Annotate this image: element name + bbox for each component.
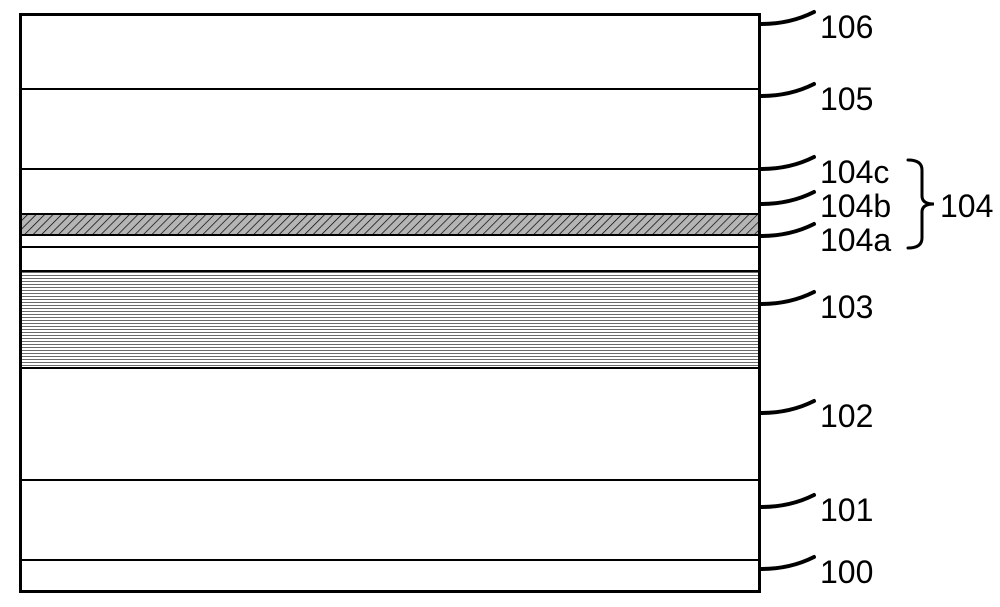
layer-101 <box>22 480 758 560</box>
layer-103 <box>22 271 758 368</box>
lead-104b <box>761 192 814 204</box>
layer-104a <box>22 235 758 247</box>
layer-104c <box>22 169 758 214</box>
label-104c: 104c <box>820 156 889 188</box>
label-100: 100 <box>820 556 873 588</box>
layer-104b <box>22 214 758 235</box>
lead-105 <box>761 84 814 96</box>
layer-gap1 <box>22 247 758 271</box>
lead-101 <box>761 495 814 507</box>
lead-100 <box>761 557 814 569</box>
layer-105 <box>22 89 758 169</box>
lead-106 <box>761 12 814 24</box>
lead-103 <box>761 292 814 304</box>
label-105: 105 <box>820 83 873 115</box>
lead-102 <box>761 401 814 413</box>
layer-106 <box>22 16 758 89</box>
label-104a: 104a <box>820 224 891 256</box>
label-group-104: 104 <box>940 190 993 222</box>
layer-100 <box>22 560 758 590</box>
brace-104 <box>908 160 934 248</box>
label-106: 106 <box>820 11 873 43</box>
figure-canvas: 106 105 104c104b104a 103 102 101 100 104 <box>0 0 1000 607</box>
label-101: 101 <box>820 494 873 526</box>
layer-102 <box>22 368 758 480</box>
label-103: 103 <box>820 291 873 323</box>
layer-stack <box>19 13 761 593</box>
lead-104a <box>761 224 814 236</box>
lead-104c <box>761 157 814 169</box>
layer-stack-svg <box>22 16 758 590</box>
label-102: 102 <box>820 400 873 432</box>
label-104b: 104b <box>820 190 891 222</box>
